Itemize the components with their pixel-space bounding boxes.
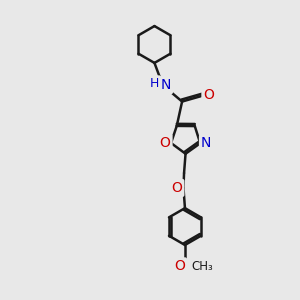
- Text: H: H: [150, 77, 159, 90]
- Text: CH₃: CH₃: [191, 260, 213, 273]
- Text: O: O: [203, 88, 214, 102]
- Text: O: O: [174, 260, 185, 273]
- Text: O: O: [160, 136, 170, 150]
- Text: N: N: [201, 136, 211, 150]
- Text: N: N: [160, 78, 171, 92]
- Text: O: O: [172, 181, 182, 195]
